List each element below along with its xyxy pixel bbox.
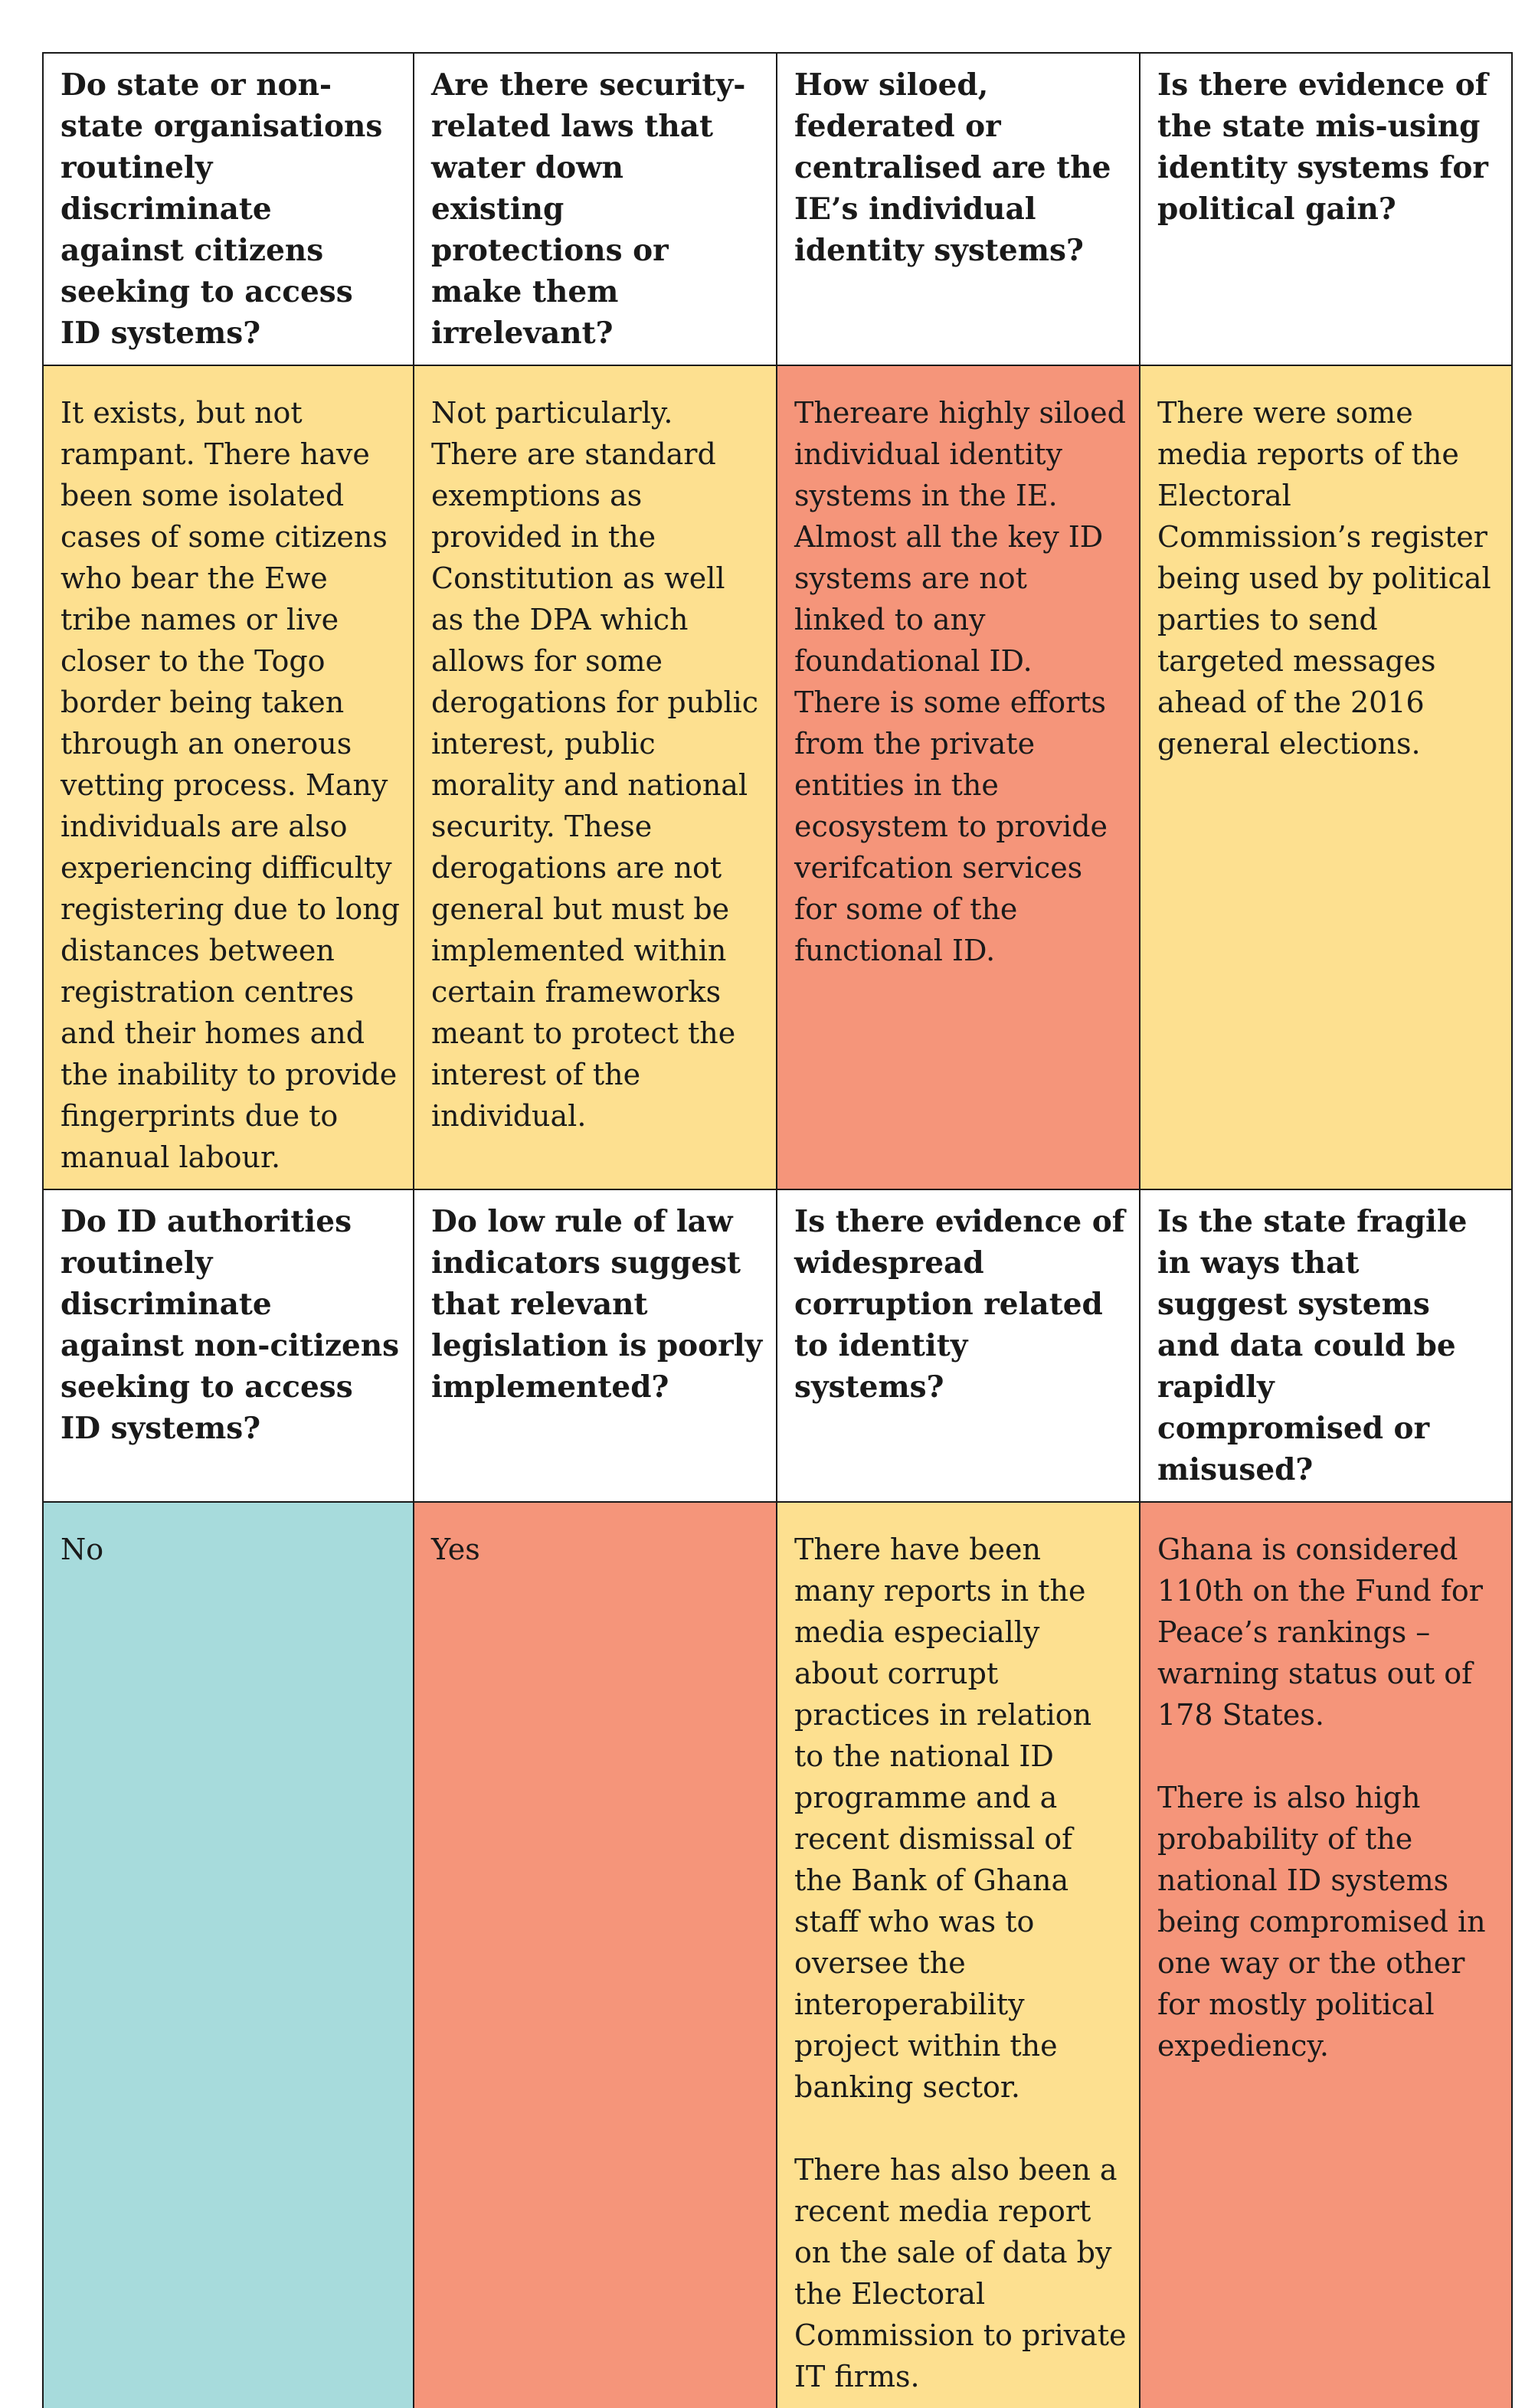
question-text: Are there security-related laws that wat…: [431, 67, 746, 351]
question-cell: Do state or non-state organisations rout…: [42, 52, 414, 366]
question-cell: Is there evidence of widespread corrupti…: [776, 1189, 1140, 1503]
question-cell: Is there evidence of the state mis-using…: [1139, 52, 1513, 366]
answer-paragraph: Yes: [431, 1533, 480, 1566]
answer-paragraph: No: [61, 1533, 104, 1566]
answer-paragraph: There were some media reports of the Ele…: [1157, 396, 1491, 761]
answer-paragraph: There have been many reports in the medi…: [794, 1533, 1092, 2104]
question-text: How siloed, federated or centralised are…: [794, 67, 1111, 268]
question-row-2: Do ID authorities routinely discriminate…: [42, 1189, 1513, 1503]
answer-cell: No: [42, 1501, 414, 2408]
answer-cell: Thereare highly siloed individual identi…: [776, 365, 1140, 1190]
assessment-table: Do state or non-state organisations rout…: [42, 52, 1513, 2408]
question-row-1: Do state or non-state organisations rout…: [42, 52, 1513, 366]
answer-cell: Yes: [413, 1501, 777, 2408]
question-text: Do low rule of law indicators suggest th…: [431, 1204, 763, 1405]
answer-cell: There have been many reports in the medi…: [776, 1501, 1140, 2408]
answer-row-2: No Yes There have been many reports in t…: [42, 1501, 1513, 2408]
answer-row-1: It exists, but not rampant. There have b…: [42, 365, 1513, 1190]
answer-paragraph: It exists, but not rampant. There have b…: [61, 396, 401, 1174]
answer-cell: It exists, but not rampant. There have b…: [42, 365, 414, 1190]
question-text: Is there evidence of the state mis-using…: [1157, 67, 1488, 227]
question-cell: Are there security-related laws that wat…: [413, 52, 777, 366]
question-cell: Is the state fragile in ways that sugges…: [1139, 1189, 1513, 1503]
answer-paragraph: Thereare highly siloed individual identi…: [794, 396, 1126, 967]
question-cell: How siloed, federated or centralised are…: [776, 52, 1140, 366]
answer-paragraph: There is also high probability of the na…: [1157, 1781, 1486, 2063]
answer-paragraph: There has also been a recent media repor…: [794, 2153, 1127, 2393]
question-cell: Do ID authorities routinely discriminate…: [42, 1189, 414, 1503]
question-text: Do ID authorities routinely discriminate…: [61, 1204, 400, 1446]
answer-paragraph: Not particularly. There are standard exe…: [431, 396, 759, 1133]
answer-cell: Ghana is considered 110th on the Fund fo…: [1139, 1501, 1513, 2408]
answer-paragraph: Ghana is considered 110th on the Fund fo…: [1157, 1533, 1483, 1732]
question-text: Is the state fragile in ways that sugges…: [1157, 1204, 1468, 1487]
question-cell: Do low rule of law indicators suggest th…: [413, 1189, 777, 1503]
answer-cell: Not particularly. There are standard exe…: [413, 365, 777, 1190]
question-text: Do state or non-state organisations rout…: [61, 67, 383, 351]
answer-cell: There were some media reports of the Ele…: [1139, 365, 1513, 1190]
question-text: Is there evidence of widespread corrupti…: [794, 1204, 1125, 1405]
